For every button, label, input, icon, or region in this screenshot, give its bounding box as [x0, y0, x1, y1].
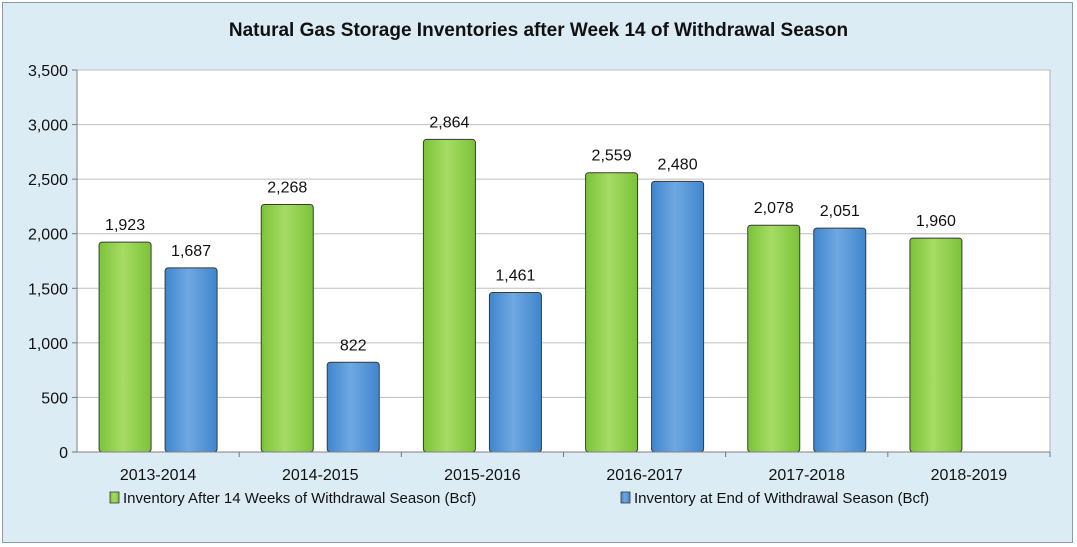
y-tick-label: 2,000 [28, 227, 68, 244]
x-tick-label: 2016-2017 [606, 467, 683, 484]
y-tick-label: 3,500 [28, 63, 68, 80]
bar-end-of-season-2017-2018 [813, 227, 867, 453]
bar-after-14-weeks-2016-2017 [585, 172, 639, 453]
legend-label: Inventory at End of Withdrawal Season (B… [634, 490, 929, 507]
x-tick-label: 2018-2019 [931, 467, 1008, 484]
bar-after-14-weeks-2013-2014 [98, 241, 152, 453]
y-tick-label: 1,500 [28, 281, 68, 298]
data-label: 2,078 [754, 200, 794, 217]
x-tick-label: 2013-2014 [120, 467, 197, 484]
data-label: 1,960 [916, 213, 956, 230]
bar-end-of-season-2015-2016 [488, 292, 542, 453]
legend-label: Inventory After 14 Weeks of Withdrawal S… [123, 490, 476, 507]
data-label: 1,923 [105, 217, 145, 234]
data-label: 2,268 [267, 179, 307, 196]
y-tick-label: 500 [41, 390, 68, 407]
chart-title: Natural Gas Storage Inventories after We… [228, 20, 849, 41]
bar-after-14-weeks-2017-2018 [747, 224, 801, 453]
y-tick-label: 2,500 [28, 172, 68, 189]
y-tick-label: 1,000 [28, 336, 68, 353]
bar-end-of-season-2016-2017 [651, 180, 705, 453]
data-label: 1,461 [495, 268, 535, 285]
data-label: 2,480 [658, 156, 698, 173]
legend-swatch [109, 491, 120, 504]
x-tick-label: 2015-2016 [444, 467, 521, 484]
y-tick-label: 3,000 [28, 118, 68, 135]
y-tick-label: 0 [59, 445, 68, 462]
data-label: 1,687 [171, 243, 211, 260]
bar-after-14-weeks-2018-2019 [909, 237, 963, 453]
legend-swatch [620, 491, 631, 504]
bar-after-14-weeks-2015-2016 [422, 138, 476, 453]
bar-after-14-weeks-2014-2015 [260, 203, 314, 453]
data-label: 2,864 [429, 114, 469, 131]
data-label: 2,559 [592, 148, 632, 165]
bar-end-of-season-2014-2015 [326, 361, 380, 453]
bar-end-of-season-2013-2014 [164, 267, 218, 453]
x-tick-label: 2014-2015 [282, 467, 359, 484]
plot-area [76, 69, 1051, 453]
data-label: 822 [340, 337, 367, 354]
x-tick-label: 2017-2018 [768, 467, 845, 484]
data-label: 2,051 [820, 203, 860, 220]
